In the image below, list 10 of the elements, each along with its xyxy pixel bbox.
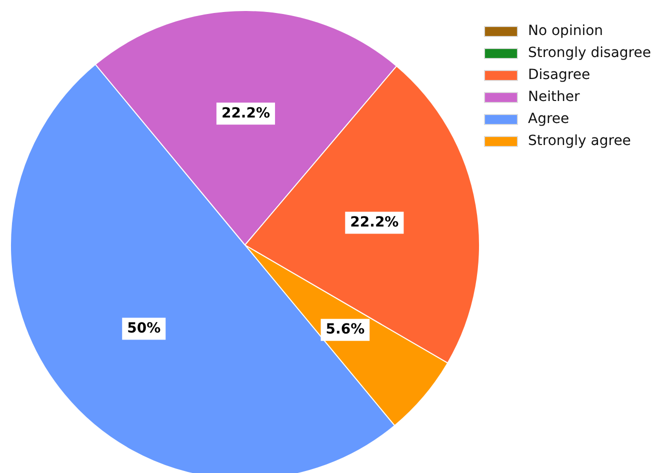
data-label: 22.2% <box>221 105 270 122</box>
legend-label: Agree <box>528 111 570 127</box>
legend-label: Strongly disagree <box>528 45 651 61</box>
data-label: 50% <box>127 320 161 336</box>
legend-label: Strongly agree <box>528 133 631 149</box>
data-label: 22.2% <box>350 214 399 230</box>
legend-label: No opinion <box>528 23 604 39</box>
legend-label: Neither <box>528 89 580 105</box>
data-label: 5.6% <box>326 322 365 338</box>
legend-label: Disagree <box>528 67 590 83</box>
